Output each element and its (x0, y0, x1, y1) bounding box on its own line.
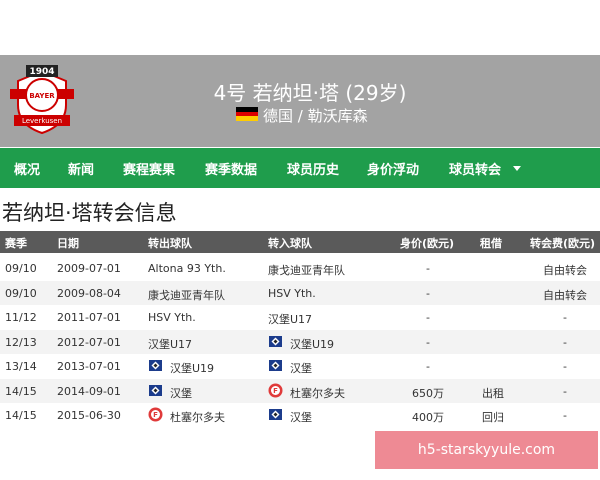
table-row: 14/15 2015-06-30 F 杜塞尔多夫 汉堡 400万 回归 - (0, 403, 600, 427)
table-cell: 汉堡U19 (290, 337, 335, 351)
table-cell: 2011-07-01 (57, 311, 121, 324)
logo-city: Leverkusen (22, 117, 62, 125)
table-header: 赛季 日期 转出球队 转入球队 身价(欧元) 租借 转会费(欧元) (0, 231, 600, 253)
svg-text:F: F (273, 387, 278, 395)
section-heading: 若纳坦·塔转会信息 (2, 201, 177, 225)
table-row: 09/10 2009-08-04 康戈迪亚青年队 HSV Yth. - 自由转会 (0, 280, 600, 305)
column-header: 转出球队 (148, 237, 192, 250)
table-cell: - (426, 360, 430, 373)
nav-item[interactable]: 球员历史 (287, 163, 340, 178)
table-cell: 14/15 (5, 409, 37, 422)
table-cell: 13/14 (5, 360, 37, 373)
table-cell: - (426, 262, 430, 275)
table-cell: 2014-09-01 (57, 384, 121, 398)
table-row: 11/12 2011-07-01 HSV Yth. 汉堡U17 - - (0, 305, 600, 329)
table-cell: 自由转会 (543, 264, 587, 277)
table-cell: - (563, 311, 567, 324)
nav-item[interactable]: 赛季数据 (205, 163, 258, 178)
nav-item[interactable]: 球员转会 (449, 163, 502, 178)
table-cell: - (426, 286, 430, 300)
table-row: 14/15 2014-09-01 汉堡 F 杜塞尔多夫 650万 出租 - (0, 378, 600, 403)
table-cell: 汉堡U17 (148, 337, 193, 351)
club-icon (269, 360, 282, 371)
column-header: 日期 (57, 237, 79, 250)
table-cell: - (563, 384, 567, 398)
table-cell: 杜塞尔多夫 (290, 386, 345, 400)
table-cell: 12/13 (5, 335, 37, 349)
nav-item[interactable]: 身价浮动 (367, 163, 420, 178)
table-cell: 康戈迪亚青年队 (148, 288, 225, 302)
column-header: 身价(欧元) (400, 237, 455, 250)
club-icon (269, 409, 282, 420)
club-icon (269, 335, 282, 347)
table-cell: 汉堡 (290, 362, 312, 375)
club-icon: F (268, 383, 283, 397)
table-cell: 09/10 (5, 262, 37, 275)
column-header: 转会费(欧元) (530, 237, 596, 250)
watermark: h5-starskyyule.com (375, 431, 598, 469)
table-cell: 出租 (482, 386, 504, 400)
table-cell: - (563, 409, 567, 422)
club-logo: 1904 BAYER Leverkusen (10, 65, 74, 135)
logo-name: BAYER (29, 92, 55, 100)
table-cell: 400万 (412, 411, 444, 424)
table-cell: 汉堡 (170, 386, 192, 400)
table-cell: 汉堡U19 (170, 362, 215, 375)
table-cell: - (563, 335, 567, 349)
table-cell: 2009-07-01 (57, 262, 121, 275)
table-cell: 康戈迪亚青年队 (268, 264, 345, 277)
svg-text:F: F (153, 411, 158, 419)
table-cell: 汉堡 (290, 411, 312, 424)
table-cell: 2012-07-01 (57, 335, 121, 349)
nav-bar: 概况 新闻 赛程赛果 赛季数据 球员历史 身价浮动 球员转会 (0, 148, 600, 188)
table-cell: 杜塞尔多夫 (170, 411, 225, 424)
player-subtitle: 德国 / 勒沃库森 (263, 107, 368, 125)
table-cell: 2013-07-01 (57, 360, 121, 373)
table-cell: - (426, 335, 430, 349)
player-title: 4号 若纳坦·塔 (29岁) (213, 81, 407, 105)
table-row: 09/10 2009-07-01 Altona 93 Yth. 康戈迪亚青年队 - 自由转… (0, 256, 600, 280)
column-header: 转入球队 (268, 237, 312, 250)
nav-item[interactable]: 新闻 (68, 163, 95, 178)
table-cell: 2009-08-04 (57, 286, 121, 300)
flag (236, 107, 258, 121)
column-header: 赛季 (5, 237, 27, 250)
table-cell: 14/15 (5, 384, 37, 398)
nav-item[interactable]: 概况 (14, 163, 41, 178)
table-cell: 汉堡U17 (268, 313, 313, 326)
table-cell: 11/12 (5, 311, 37, 324)
player-header: 1904 BAYER Leverkusen 4号 若纳坦·塔 (29岁) 德国 … (0, 55, 600, 147)
nav-item[interactable]: 赛程赛果 (123, 163, 176, 178)
club-icon (149, 384, 162, 396)
table-cell: 回归 (482, 411, 504, 424)
column-header: 租借 (480, 237, 502, 250)
table-cell: HSV Yth. (268, 286, 316, 300)
club-icon (149, 360, 162, 371)
table-cell: - (426, 311, 430, 324)
table-cell: 2015-06-30 (57, 409, 121, 422)
table-cell: 09/10 (5, 286, 37, 300)
table-cell: Altona 93 Yth. (148, 262, 226, 275)
table-cell: 650万 (412, 386, 444, 400)
table-cell: 自由转会 (543, 288, 587, 302)
table-cell: - (563, 360, 567, 373)
club-icon: F (148, 407, 163, 422)
table-row: 13/14 2013-07-01 汉堡U19 汉堡 - - (0, 354, 600, 378)
logo-year: 1904 (29, 67, 54, 77)
table-cell: HSV Yth. (148, 311, 196, 324)
dropdown-arrow[interactable] (512, 165, 522, 173)
table-row: 12/13 2012-07-01 汉堡U17 汉堡U19 - - (0, 329, 600, 354)
